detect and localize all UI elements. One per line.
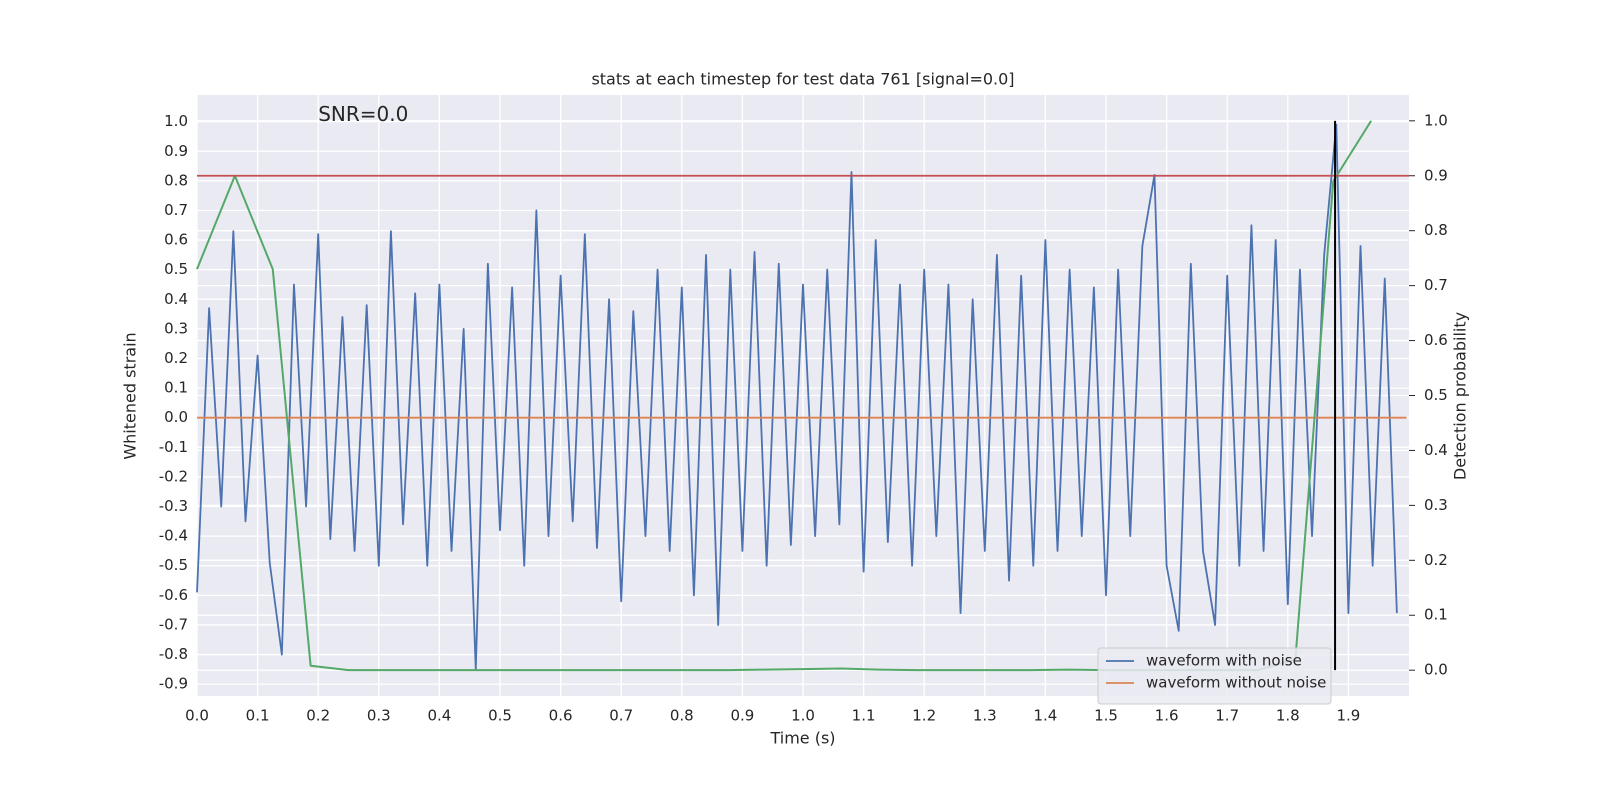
y-tick-label: 0.2 <box>164 349 188 367</box>
y-tick-label: 0.3 <box>164 319 188 337</box>
legend-label: waveform without noise <box>1146 674 1326 692</box>
x-tick-label: 0.5 <box>488 707 512 725</box>
y-tick-label: -0.3 <box>159 497 188 515</box>
x-tick-label: 1.7 <box>1215 707 1239 725</box>
x-tick-label: 1.0 <box>791 707 815 725</box>
y2-tick-label: 0.8 <box>1424 221 1448 239</box>
x-tick-label: 1.2 <box>912 707 936 725</box>
annotation: SNR=0.0 <box>318 102 408 126</box>
x-tick-label: 0.0 <box>185 707 209 725</box>
y-tick-label: -0.6 <box>159 586 188 604</box>
legend-label: waveform with noise <box>1146 652 1302 670</box>
y-tick-label: 0.5 <box>164 260 188 278</box>
x-tick-label: 1.3 <box>973 707 997 725</box>
y-axis-label: Whitened strain <box>121 332 140 459</box>
x-tick-label: 1.5 <box>1094 707 1118 725</box>
y2-axis-label: Detection probability <box>1451 312 1470 480</box>
y-tick-label: 0.4 <box>164 290 188 308</box>
chart-title: stats at each timestep for test data 761… <box>591 70 1014 89</box>
y-tick-label: 0.9 <box>164 142 188 160</box>
y2-tick-label: 0.6 <box>1424 331 1448 349</box>
y-tick-label: 0.0 <box>164 408 188 426</box>
y-tick-label: 0.7 <box>164 201 188 219</box>
y-tick-label: -0.5 <box>159 556 188 574</box>
y2-tick-label: 0.3 <box>1424 496 1448 514</box>
x-tick-label: 1.9 <box>1336 707 1360 725</box>
x-tick-label: 0.8 <box>670 707 694 725</box>
grid <box>196 95 1409 696</box>
x-tick-label: 1.4 <box>1033 707 1057 725</box>
y-tick-label: -0.1 <box>159 438 188 456</box>
y-tick-label: 1.0 <box>164 112 188 130</box>
x-tick-label: 1.8 <box>1276 707 1300 725</box>
y2-tick-label: 0.5 <box>1424 386 1448 404</box>
x-tick-label: 0.6 <box>549 707 573 725</box>
y2-tick-label: 0.9 <box>1424 166 1448 184</box>
y2-tick-label: 0.7 <box>1424 276 1448 294</box>
x-tick-label: 0.3 <box>367 707 391 725</box>
legend-box <box>1097 647 1332 705</box>
y2-tick-label: 0.0 <box>1424 661 1448 679</box>
y-tick-label: -0.7 <box>159 615 188 633</box>
x-tick-label: 0.9 <box>730 707 754 725</box>
x-tick-label: 0.4 <box>427 707 451 725</box>
x-tick-label: 0.7 <box>609 707 633 725</box>
y-tick-label: -0.2 <box>159 467 188 485</box>
y-tick-label: 0.6 <box>164 231 188 249</box>
labels: 0.0 0.1 0.2 0.3 0.4 0.5 0.6 0.7 0.8 0.9 1.0 1.1 1.2 1… <box>159 102 1448 724</box>
y2-tick-label: 0.2 <box>1424 551 1448 569</box>
series-line <box>196 123 1398 671</box>
x-tick-label: 1.1 <box>852 707 876 725</box>
y-tick-label: -0.4 <box>159 527 188 545</box>
y-tick-label: 0.1 <box>164 379 188 397</box>
y-tick-label: -0.9 <box>159 675 188 693</box>
x-tick-label: 0.2 <box>306 707 330 725</box>
y2-tick-label: 0.4 <box>1424 441 1448 459</box>
y-tick-label: -0.8 <box>159 645 188 663</box>
y2-tick-label: 0.1 <box>1424 606 1448 624</box>
y-tick-label: 0.8 <box>164 171 188 189</box>
x-tick-label: 0.1 <box>246 707 270 725</box>
x-axis-label: Time (s) <box>769 729 835 748</box>
y2-tick-label: 1.0 <box>1424 111 1448 129</box>
x-tick-label: 1.6 <box>1155 707 1179 725</box>
